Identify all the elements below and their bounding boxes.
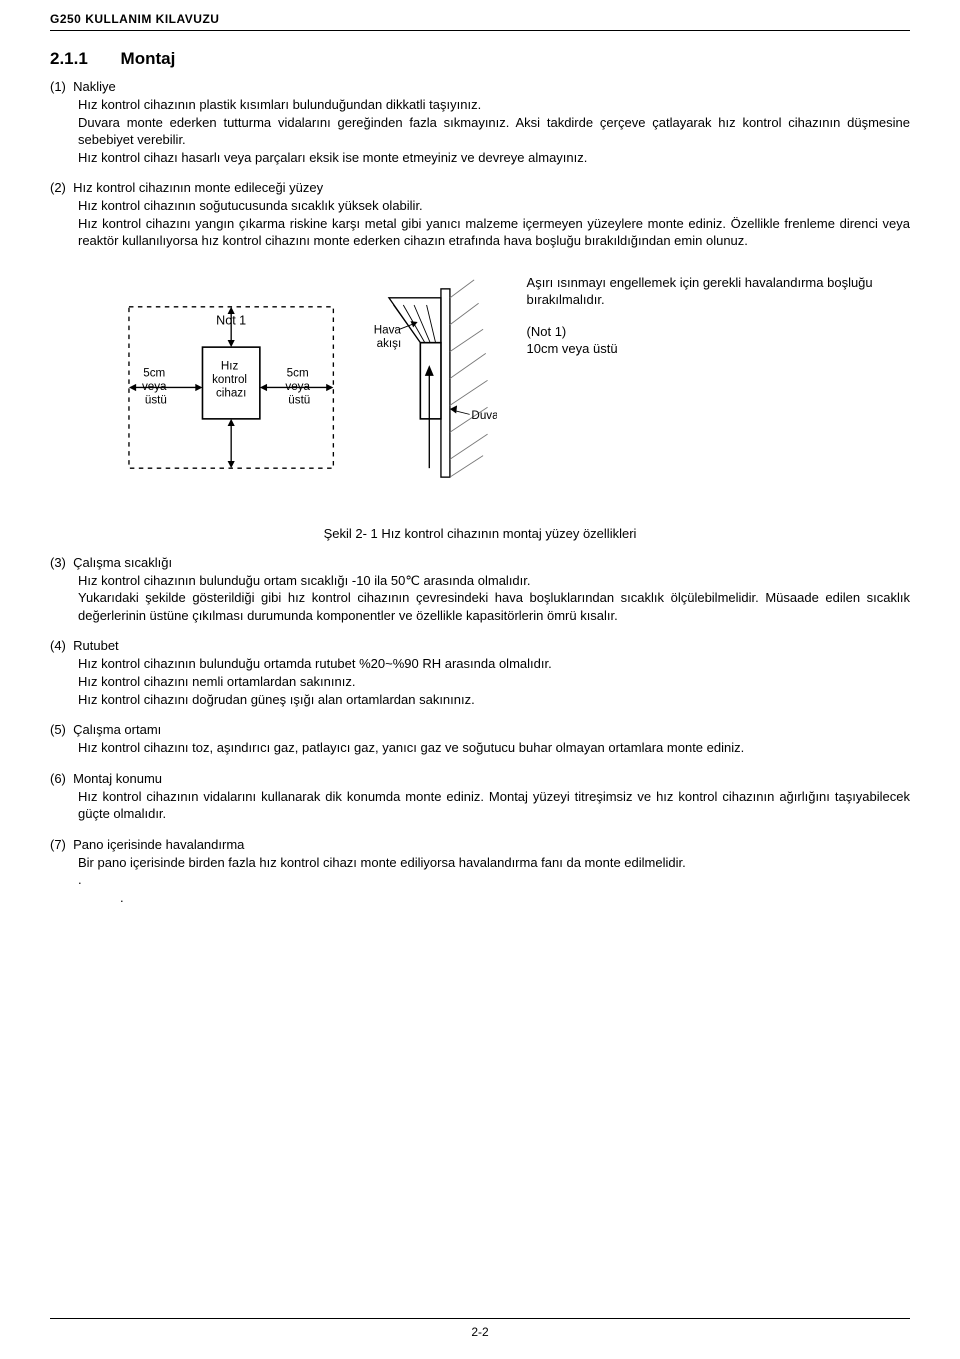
item-body: Bir pano içerisinde birden fazla hız kon… <box>78 854 910 872</box>
trailing-dot: . <box>78 871 910 889</box>
mounting-diagram: Not 1 Hız kontrol cihazı <box>120 268 497 498</box>
item-num: (2) <box>50 180 66 195</box>
item-body: Hız kontrol cihazının vidalarını kullana… <box>78 788 910 823</box>
page-header-title: G250 KULLANIM KILAVUZU <box>50 12 910 26</box>
item-num: (6) <box>50 771 66 786</box>
diagram-side-line1: Aşırı ısınmayı engellemek için gerekli h… <box>527 274 910 309</box>
item-body: Hız kontrol cihazının bulunduğu ortam sı… <box>78 572 910 625</box>
item-num: (1) <box>50 79 66 94</box>
item-num: (4) <box>50 638 66 653</box>
item-block: (2) Hız kontrol cihazının monte edileceğ… <box>50 180 910 250</box>
item-label: Nakliye <box>73 79 116 94</box>
page-number: 2-2 <box>0 1325 960 1339</box>
item-num: (5) <box>50 722 66 737</box>
item-body: Hız kontrol cihazının bulunduğu ortamda … <box>78 655 910 708</box>
diagram-right-gap-label: 5cm veya üstü <box>285 367 313 407</box>
diagram-side-note-value: 10cm veya üstü <box>527 340 910 358</box>
item-body: Hız kontrol cihazını toz, aşındırıcı gaz… <box>78 739 910 757</box>
diagram-side-note-label: (Not 1) <box>527 323 910 341</box>
item-label: Çalışma ortamı <box>73 722 161 737</box>
footer-rule <box>50 1318 910 1319</box>
section-title: Montaj <box>121 49 176 68</box>
header-rule <box>50 30 910 31</box>
item-num: (7) <box>50 837 66 852</box>
diagram-airflow-label: Hava akışı <box>374 324 404 350</box>
trailing-dot: . <box>120 889 910 907</box>
item-block: (3) Çalışma sıcaklığı Hız kontrol cihazı… <box>50 555 910 625</box>
item-block: (4) Rutubet Hız kontrol cihazının bulund… <box>50 638 910 708</box>
item-label: Hız kontrol cihazının monte edileceği yü… <box>73 180 323 195</box>
diagram-area: Not 1 Hız kontrol cihazı <box>50 268 910 498</box>
item-label: Pano içerisinde havalandırma <box>73 837 244 852</box>
page-footer: 2-2 <box>0 1318 960 1339</box>
item-num: (3) <box>50 555 66 570</box>
item-block: (6) Montaj konumu Hız kontrol cihazının … <box>50 771 910 823</box>
item-label: Çalışma sıcaklığı <box>73 555 172 570</box>
item-block: (1) Nakliye Hız kontrol cihazının plasti… <box>50 79 910 166</box>
diagram-side-text: Aşırı ısınmayı engellemek için gerekli h… <box>527 274 910 358</box>
section-heading: 2.1.1 Montaj <box>50 49 910 69</box>
section-number: 2.1.1 <box>50 49 88 68</box>
item-block: (5) Çalışma ortamı Hız kontrol cihazını … <box>50 722 910 757</box>
item-body: Hız kontrol cihazının soğutucusunda sıca… <box>78 197 910 250</box>
figure-caption: Şekil 2- 1 Hız kontrol cihazının montaj … <box>50 526 910 541</box>
diagram-left-gap-label: 5cm veya üstü <box>142 367 170 407</box>
item-label: Montaj konumu <box>73 771 162 786</box>
diagram-wall-label: Duvar <box>471 409 496 422</box>
item-block: (7) Pano içerisinde havalandırma Bir pan… <box>50 837 910 907</box>
item-label: Rutubet <box>73 638 119 653</box>
item-body: Hız kontrol cihazının plastik kısımları … <box>78 96 910 166</box>
